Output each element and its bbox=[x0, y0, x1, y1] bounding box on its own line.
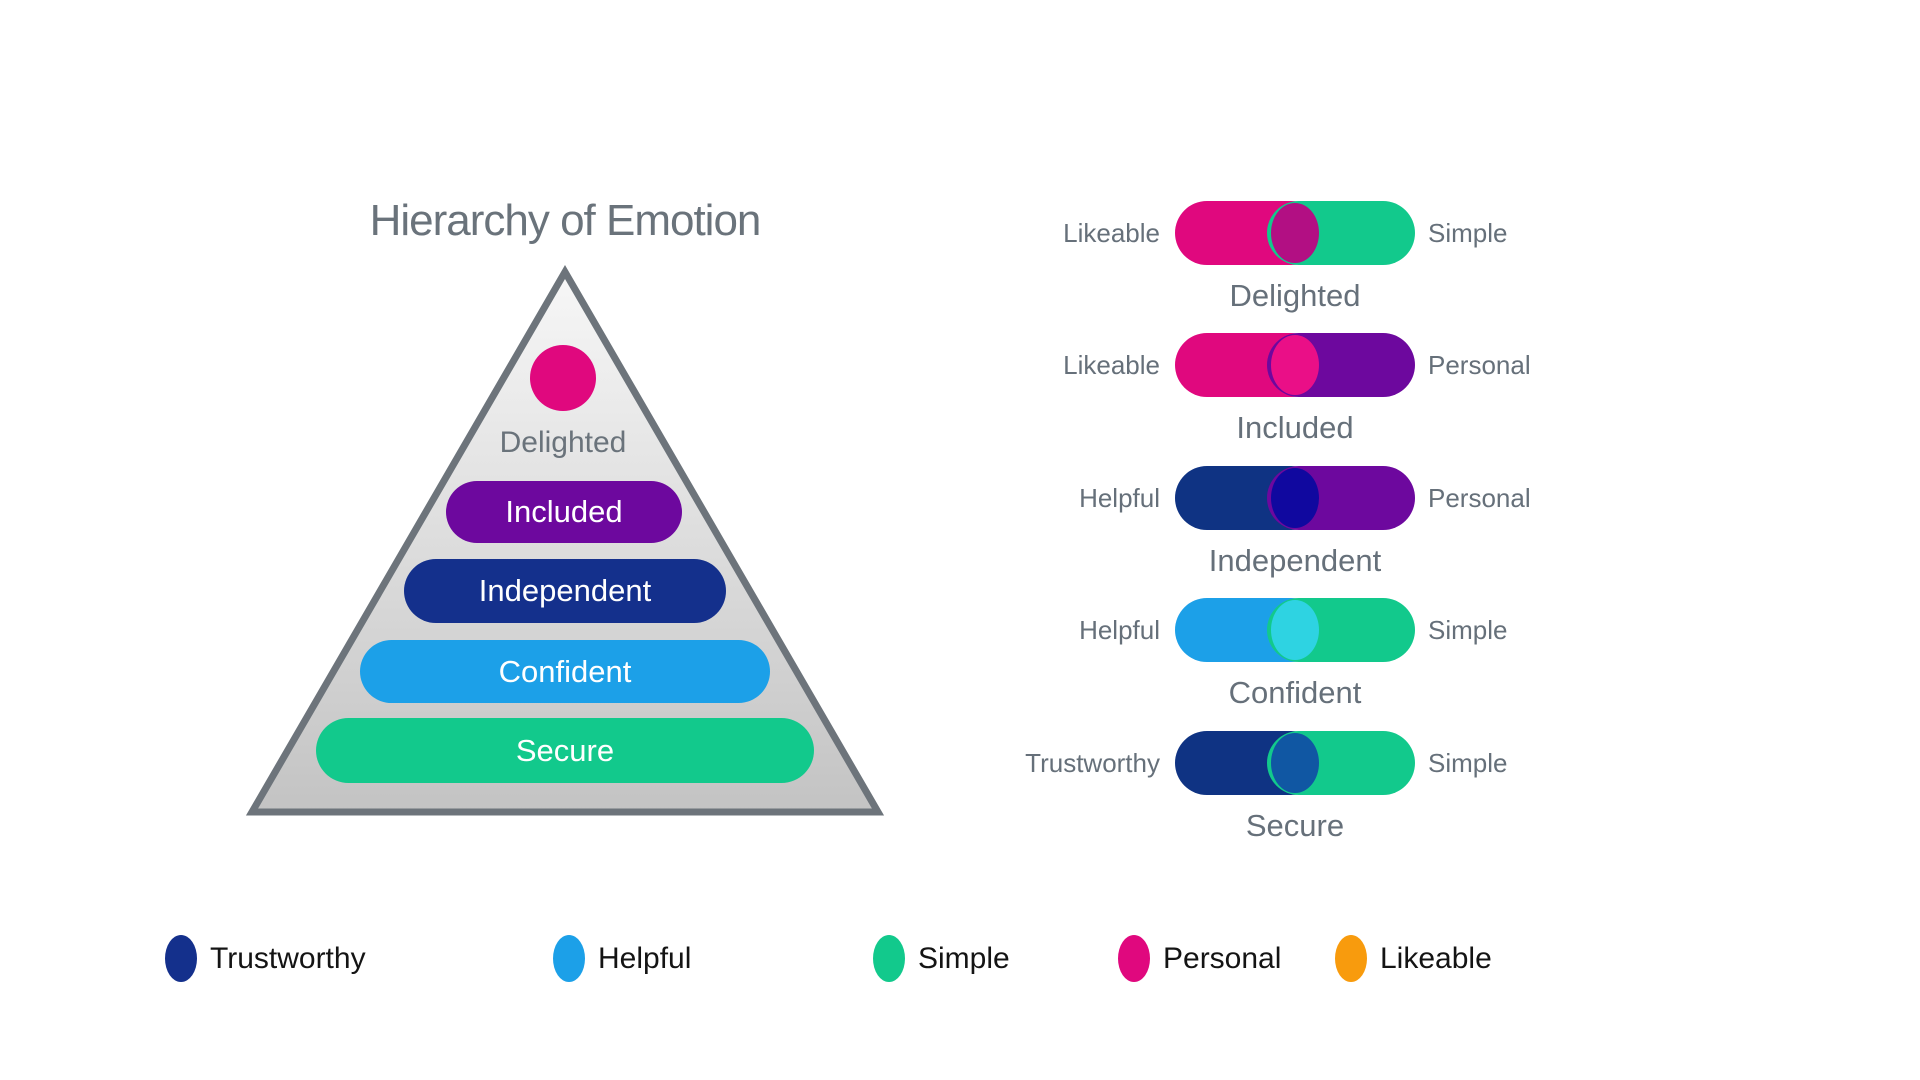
combo-overlap-ellipse bbox=[1271, 600, 1319, 660]
legend-label: Trustworthy bbox=[210, 941, 366, 975]
combo-left-label: Helpful bbox=[1079, 615, 1160, 645]
combo-overlap-ellipse bbox=[1271, 733, 1319, 793]
legend-label: Personal bbox=[1163, 941, 1282, 975]
combo-left-label: Likeable bbox=[1063, 218, 1160, 248]
legend-item-likeable: Likeable bbox=[1335, 935, 1492, 982]
combo-result-label: Secure bbox=[1245, 808, 1345, 843]
combo-pills-secure bbox=[1175, 731, 1415, 795]
combo-pills-independent bbox=[1175, 466, 1415, 530]
pyramid-level-included: Included bbox=[446, 481, 682, 543]
combo-overlap-ellipse bbox=[1271, 203, 1319, 263]
pyramid-level-independent: Independent bbox=[404, 559, 726, 623]
legend-item-trustworthy: Trustworthy bbox=[165, 935, 366, 982]
legend-item-simple: Simple bbox=[873, 935, 1010, 982]
pyramid-level-delighted-label: Delighted bbox=[499, 426, 627, 459]
combo-pills-delighted bbox=[1175, 201, 1415, 265]
combo-left-label: Likeable bbox=[1063, 350, 1160, 380]
combo-right-label: Simple bbox=[1428, 218, 1508, 248]
pyramid-level-confident: Confident bbox=[360, 640, 770, 703]
combo-left-label: Trustworthy bbox=[1025, 748, 1160, 778]
combo-overlap-ellipse bbox=[1271, 468, 1319, 528]
combo-pills-included bbox=[1175, 333, 1415, 397]
combo-result-label: Confident bbox=[1228, 675, 1362, 710]
combo-pills-confident bbox=[1175, 598, 1415, 662]
page-title: Hierarchy of Emotion bbox=[369, 196, 762, 245]
likeable-color-dot bbox=[1335, 935, 1367, 982]
combo-result-label: Included bbox=[1236, 410, 1354, 445]
personal-color-dot bbox=[1118, 935, 1150, 982]
legend-label: Likeable bbox=[1380, 941, 1492, 975]
simple-color-dot bbox=[873, 935, 905, 982]
legend-label: Simple bbox=[918, 941, 1010, 975]
combo-right-label: Simple bbox=[1428, 748, 1508, 778]
delighted-dot bbox=[530, 345, 596, 411]
helpful-color-dot bbox=[553, 935, 585, 982]
combo-left-label: Helpful bbox=[1079, 483, 1160, 513]
combo-result-label: Independent bbox=[1208, 543, 1382, 578]
combo-right-label: Personal bbox=[1428, 483, 1531, 513]
legend-item-helpful: Helpful bbox=[553, 935, 691, 982]
legend-label: Helpful bbox=[598, 941, 692, 975]
combo-overlap-ellipse bbox=[1271, 335, 1319, 395]
combo-right-label: Simple bbox=[1428, 615, 1508, 645]
legend-item-personal: Personal bbox=[1118, 935, 1281, 982]
combo-right-label: Personal bbox=[1428, 350, 1531, 380]
combo-result-label: Delighted bbox=[1229, 278, 1361, 313]
trustworthy-color-dot bbox=[165, 935, 197, 982]
pyramid-level-secure: Secure bbox=[316, 718, 814, 783]
